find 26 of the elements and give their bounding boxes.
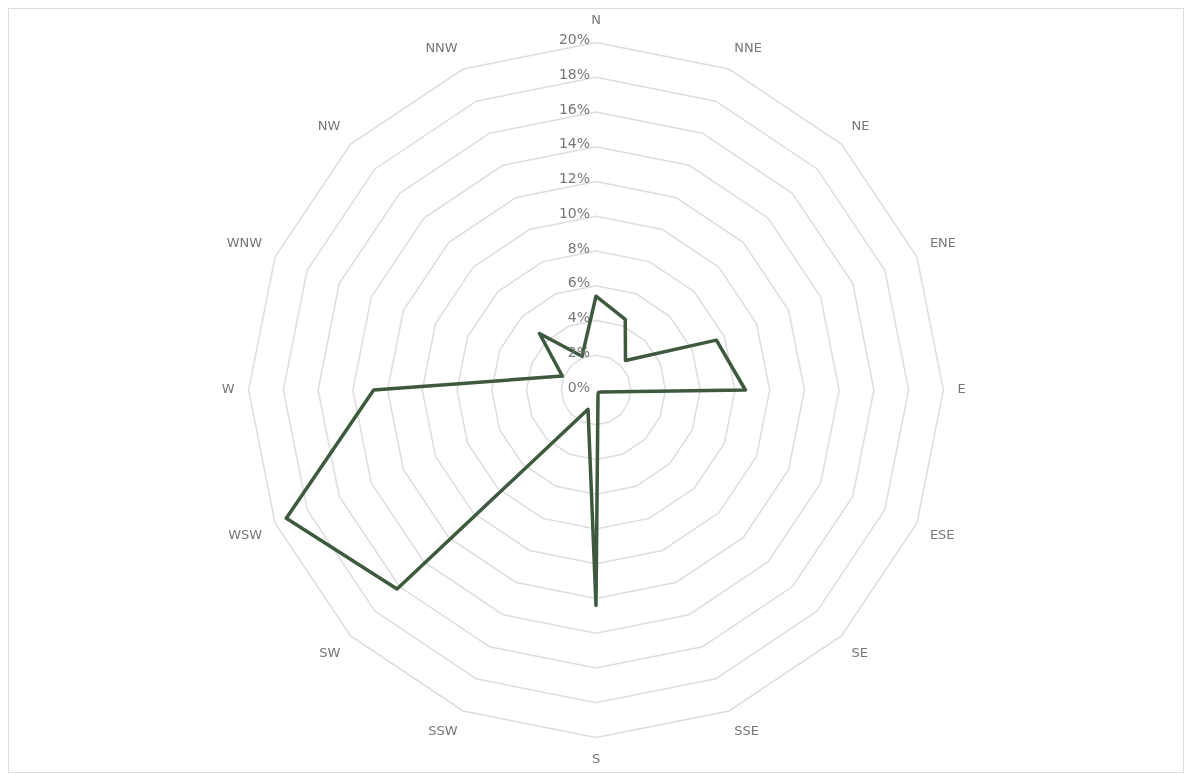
y-tick-label: 6% bbox=[567, 274, 590, 291]
y-tick-label: 18% bbox=[558, 65, 590, 82]
y-tick-label: 8% bbox=[567, 239, 590, 256]
y-tick-label: 10% bbox=[558, 204, 590, 221]
spoke-label: SSE bbox=[734, 723, 760, 739]
spoke-label: SE bbox=[851, 644, 869, 660]
spoke-label: E bbox=[957, 381, 966, 397]
spoke-label: ESE bbox=[929, 527, 955, 543]
y-tick-label: 4% bbox=[567, 309, 590, 326]
spoke-label: WNW bbox=[226, 235, 263, 251]
spoke-label: N bbox=[591, 12, 601, 28]
spoke-label: SW bbox=[319, 644, 341, 660]
spoke-label: ENE bbox=[929, 235, 957, 251]
spoke-label: NW bbox=[317, 118, 341, 134]
spoke-label: WSW bbox=[228, 527, 263, 543]
y-tick-label: 0% bbox=[567, 378, 590, 395]
spoke-label: S bbox=[591, 750, 601, 766]
y-tick-label: 16% bbox=[558, 100, 590, 117]
y-tick-label: 20% bbox=[558, 31, 590, 48]
y-tick-label: 14% bbox=[558, 135, 590, 152]
y-tick-label: 12% bbox=[558, 170, 590, 187]
spoke-label: NNW bbox=[425, 39, 458, 55]
spoke-label: NNE bbox=[734, 39, 762, 55]
spoke-label: W bbox=[221, 381, 235, 397]
spoke-label: SSW bbox=[428, 723, 458, 739]
spoke-label: NE bbox=[851, 118, 870, 134]
